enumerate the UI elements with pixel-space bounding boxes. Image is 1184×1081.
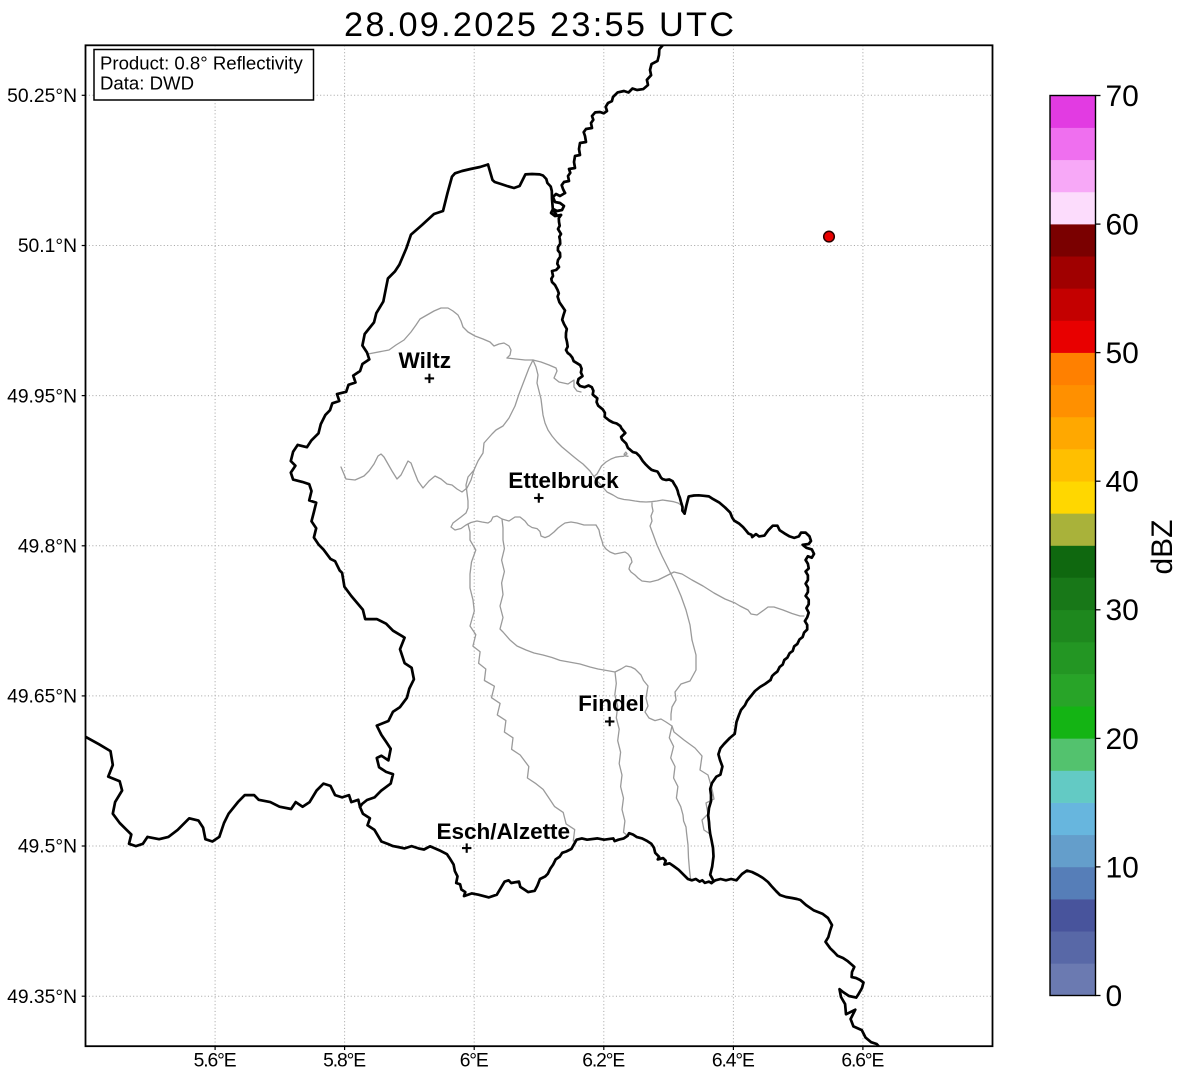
svg-text:49.5°N: 49.5°N — [18, 837, 77, 858]
svg-text:6.6°E: 6.6°E — [841, 1050, 884, 1071]
svg-text:6.4°E: 6.4°E — [712, 1050, 755, 1071]
svg-text:49.35°N: 49.35°N — [7, 987, 77, 1008]
svg-text:50: 50 — [1106, 337, 1139, 370]
svg-text:49.65°N: 49.65°N — [7, 687, 77, 708]
svg-text:Wiltz: Wiltz — [399, 348, 452, 373]
svg-text:Findel: Findel — [578, 691, 645, 716]
svg-text:dBZ: dBZ — [1146, 519, 1179, 574]
svg-text:50.1°N: 50.1°N — [18, 236, 77, 257]
svg-text:49.8°N: 49.8°N — [18, 536, 77, 557]
svg-text:50.25°N: 50.25°N — [7, 86, 77, 107]
svg-text:5.8°E: 5.8°E — [323, 1050, 366, 1071]
svg-text:Data: DWD: Data: DWD — [100, 72, 194, 93]
svg-text:5.6°E: 5.6°E — [194, 1050, 237, 1071]
svg-text:28.09.2025 23:55 UTC: 28.09.2025 23:55 UTC — [344, 6, 734, 44]
svg-text:Ettelbruck: Ettelbruck — [508, 468, 619, 493]
svg-text:10: 10 — [1106, 851, 1139, 884]
svg-text:40: 40 — [1106, 466, 1139, 499]
svg-text:6.2°E: 6.2°E — [582, 1050, 625, 1071]
svg-text:Product: 0.8° Reflectivity: Product: 0.8° Reflectivity — [100, 53, 303, 74]
svg-text:20: 20 — [1106, 723, 1139, 756]
svg-text:Esch/Alzette: Esch/Alzette — [437, 819, 571, 844]
svg-text:49.95°N: 49.95°N — [7, 386, 77, 407]
svg-text:30: 30 — [1106, 594, 1139, 627]
svg-text:60: 60 — [1106, 209, 1139, 242]
svg-text:6°E: 6°E — [460, 1050, 489, 1071]
svg-text:0: 0 — [1106, 980, 1123, 1013]
svg-text:70: 70 — [1106, 80, 1139, 113]
